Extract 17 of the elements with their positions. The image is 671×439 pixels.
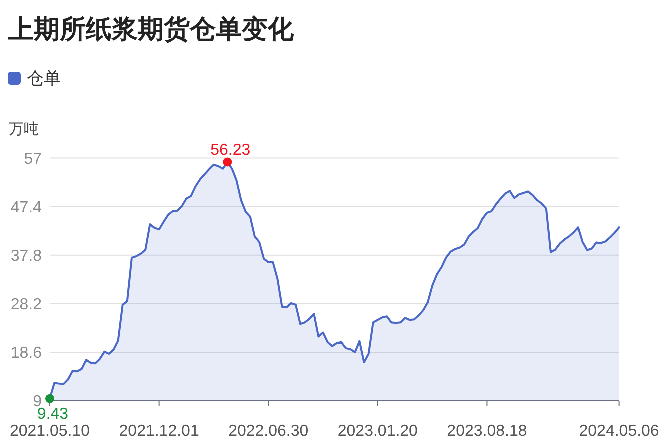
data-label: 9.43 <box>37 406 69 423</box>
x-tick-label: 2024.05.06 <box>579 423 660 439</box>
x-tick-label: 2023.08.18 <box>447 423 528 439</box>
y-tick-label: 57 <box>24 150 42 168</box>
x-tick-label: 2023.01.20 <box>338 423 418 439</box>
y-tick-label: 37.8 <box>10 248 42 265</box>
x-tick-label: 2021.12.01 <box>119 423 200 439</box>
title: 上期所纸浆期货仓单变化 <box>8 14 294 44</box>
data-label: 56.23 <box>210 142 251 160</box>
y-axis-title: 万吨 <box>9 121 39 138</box>
y-tick-label: 47.4 <box>10 199 42 216</box>
y-tick-label: 28.2 <box>10 296 42 314</box>
y-tick-label: 18.6 <box>10 344 42 362</box>
x-tick-label: 2021.05.10 <box>10 423 90 439</box>
x-tick-label: 2022.06.30 <box>228 423 309 439</box>
legend: 仓单 <box>8 69 61 88</box>
legend-label: 仓单 <box>27 69 61 88</box>
